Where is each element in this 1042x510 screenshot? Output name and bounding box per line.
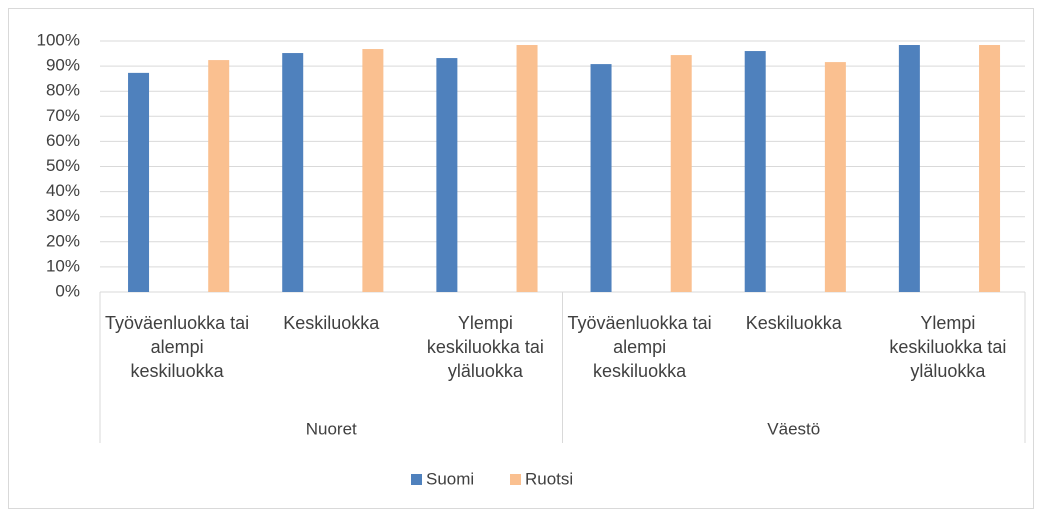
y-tick-label: 10%	[46, 256, 80, 275]
x-tick-label: Keskiluokka	[745, 313, 842, 333]
y-tick-label: 0%	[55, 281, 80, 300]
y-tick-label: 60%	[46, 131, 80, 150]
y-tick-label: 20%	[46, 231, 80, 250]
bar	[436, 58, 458, 293]
legend-label: Suomi	[426, 469, 474, 488]
bar	[744, 51, 766, 292]
x-tick-label: Työväenluokka tai alempi keskiluokka	[105, 313, 250, 381]
chart-border	[8, 8, 1034, 509]
y-tick-label: 40%	[46, 181, 80, 200]
y-tick-label: 90%	[46, 56, 80, 75]
y-tick-label: 30%	[46, 206, 80, 225]
y-tick-label: 50%	[46, 156, 80, 175]
group-label: Väestö	[767, 419, 820, 438]
bar	[824, 62, 846, 292]
bar	[128, 72, 150, 292]
group-label: Nuoret	[306, 419, 357, 438]
x-tick-label: Työväenluokka tai alempi keskiluokka	[567, 313, 712, 381]
x-tick-label: Keskiluokka	[283, 313, 380, 333]
x-tick-label: Ylempi keskiluokka tai yläluokka	[426, 313, 544, 381]
bar	[208, 60, 230, 292]
bar	[362, 49, 384, 293]
legend-label: Ruotsi	[525, 469, 573, 488]
bar	[282, 53, 304, 292]
y-tick-label: 100%	[37, 30, 80, 49]
bar	[898, 45, 920, 293]
bar	[979, 45, 1001, 293]
legend-swatch	[411, 474, 422, 485]
bar	[670, 55, 692, 292]
bar	[516, 45, 538, 293]
x-tick-label: Ylempi keskiluokka tai yläluokka	[889, 313, 1007, 381]
y-tick-label: 70%	[46, 106, 80, 125]
legend-swatch	[510, 474, 521, 485]
y-tick-label: 80%	[46, 81, 80, 100]
bar	[590, 64, 612, 292]
